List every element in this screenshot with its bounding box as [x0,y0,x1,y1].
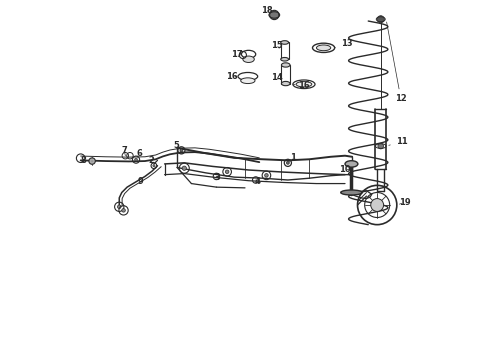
Text: 19: 19 [398,198,410,207]
Circle shape [180,149,183,152]
Ellipse shape [243,56,254,63]
Circle shape [378,143,384,149]
Ellipse shape [341,190,362,195]
Text: 17: 17 [231,50,243,59]
Text: 8: 8 [81,156,92,165]
Text: 4: 4 [255,176,261,185]
Circle shape [122,208,125,212]
Ellipse shape [241,78,255,84]
Text: 13: 13 [334,39,352,48]
Text: 10: 10 [339,165,350,174]
Text: 2: 2 [148,156,154,165]
Circle shape [371,199,384,211]
Text: 5: 5 [173,141,181,153]
Circle shape [225,170,229,174]
Text: 1: 1 [290,153,295,162]
Circle shape [265,174,268,177]
Ellipse shape [296,82,312,87]
Circle shape [135,158,138,161]
Text: 11: 11 [389,137,408,146]
Ellipse shape [281,58,289,61]
Ellipse shape [345,161,358,167]
Ellipse shape [281,63,290,67]
Text: 3: 3 [215,173,220,182]
Circle shape [118,205,121,208]
Circle shape [377,16,384,23]
Ellipse shape [317,45,331,51]
Circle shape [89,158,96,164]
Circle shape [287,161,289,164]
Text: 16: 16 [293,81,310,90]
Ellipse shape [281,81,290,86]
Text: 7: 7 [122,146,127,156]
Ellipse shape [281,41,289,44]
Text: 16: 16 [226,72,238,81]
Text: 9: 9 [138,177,144,186]
Text: 6: 6 [136,149,142,158]
Text: 15: 15 [271,41,283,50]
Text: 18: 18 [262,6,279,15]
Circle shape [153,165,155,167]
Circle shape [182,166,186,170]
Text: 14: 14 [271,73,283,82]
Circle shape [270,10,279,19]
Text: 12: 12 [387,22,407,103]
